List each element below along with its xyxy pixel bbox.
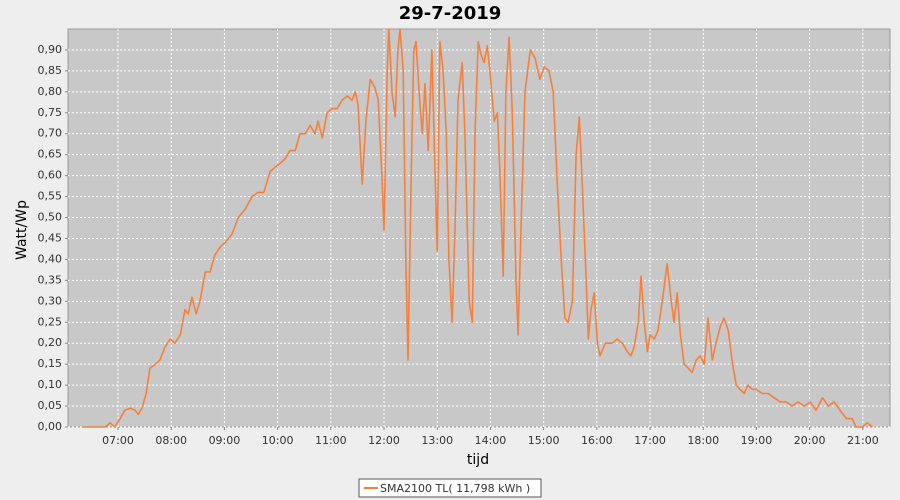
x-tick-label: 08:00 (155, 434, 187, 447)
x-tick-label: 13:00 (421, 434, 453, 447)
x-tick-label: 10:00 (262, 434, 294, 447)
x-tick-label: 07:00 (102, 434, 134, 447)
x-tick-label: 12:00 (368, 434, 400, 447)
y-tick-label: 0,20 (38, 336, 63, 349)
legend-box (358, 478, 542, 498)
series-line (81, 28, 873, 428)
y-tick-label: 0,15 (38, 357, 63, 370)
x-tick-label: 16:00 (581, 434, 613, 447)
x-tick-label: 18:00 (687, 434, 719, 447)
x-axis-label: tijd (467, 452, 489, 468)
x-tick-label: 20:00 (794, 434, 826, 447)
x-tick-label: 17:00 (634, 434, 666, 447)
x-tick-label: 15:00 (528, 434, 560, 447)
x-tick-label: 19:00 (741, 434, 773, 447)
y-tick-label: 0,40 (38, 252, 63, 265)
x-tick-label: 14:00 (475, 434, 507, 447)
y-tick-label: 0,25 (38, 315, 63, 328)
y-tick-label: 0,75 (38, 106, 63, 119)
y-axis-label: Watt/Wp (14, 200, 30, 260)
y-tick-label: 0,30 (38, 294, 63, 307)
x-tick-label: 21:00 (847, 434, 879, 447)
x-tick-label: 09:00 (209, 434, 241, 447)
y-tick-label: 0,65 (38, 148, 63, 161)
y-tick-label: 0,00 (38, 420, 63, 433)
x-tick-label: 11:00 (315, 434, 347, 447)
y-tick-label: 0,35 (38, 273, 63, 286)
y-tick-label: 0,55 (38, 190, 63, 203)
y-tick-label: 0,90 (38, 43, 63, 56)
y-tick-label: 0,05 (38, 399, 63, 412)
y-tick-label: 0,70 (38, 127, 63, 140)
y-tick-label: 0,45 (38, 231, 63, 244)
y-tick-label: 0,10 (38, 378, 63, 391)
plot-area (67, 28, 891, 428)
y-tick-label: 0,85 (38, 64, 63, 77)
y-tick-label: 0,50 (38, 211, 63, 224)
y-tick-label: 0,60 (38, 169, 63, 182)
chart-title: 29-7-2019 (399, 3, 502, 24)
y-tick-label: 0,80 (38, 85, 63, 98)
legend-label: SMA2100 TL( 11,798 kWh ) (380, 482, 530, 495)
